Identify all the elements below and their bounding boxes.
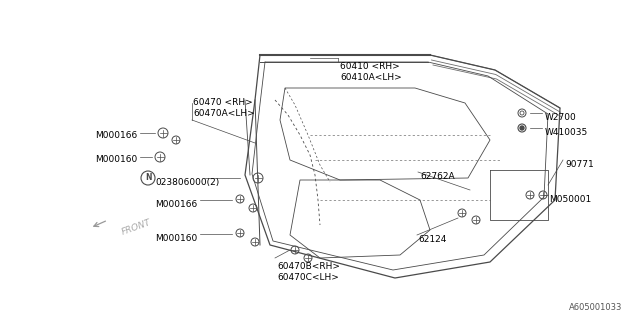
Text: 62124: 62124 bbox=[418, 235, 446, 244]
Text: 60470 <RH>: 60470 <RH> bbox=[193, 98, 253, 107]
Text: 60470C<LH>: 60470C<LH> bbox=[277, 273, 339, 282]
Text: M000166: M000166 bbox=[155, 200, 197, 209]
Text: M050001: M050001 bbox=[549, 195, 591, 204]
Circle shape bbox=[520, 126, 524, 130]
Text: N: N bbox=[145, 173, 151, 182]
Text: 60470B<RH>: 60470B<RH> bbox=[277, 262, 340, 271]
Text: 62762A: 62762A bbox=[420, 172, 454, 181]
Text: 023806000(2): 023806000(2) bbox=[155, 178, 220, 187]
Text: 60410A<LH>: 60410A<LH> bbox=[340, 73, 402, 82]
Text: 90771: 90771 bbox=[565, 160, 594, 169]
Text: W2700: W2700 bbox=[545, 113, 577, 122]
Text: M000166: M000166 bbox=[95, 131, 137, 140]
Text: M000160: M000160 bbox=[95, 155, 137, 164]
Text: 60470A<LH>: 60470A<LH> bbox=[193, 109, 255, 118]
Text: W410035: W410035 bbox=[545, 128, 588, 137]
Text: 60410 <RH>: 60410 <RH> bbox=[340, 62, 400, 71]
Text: M000160: M000160 bbox=[155, 234, 197, 243]
Text: A605001033: A605001033 bbox=[568, 303, 622, 312]
Text: FRONT: FRONT bbox=[120, 218, 152, 237]
